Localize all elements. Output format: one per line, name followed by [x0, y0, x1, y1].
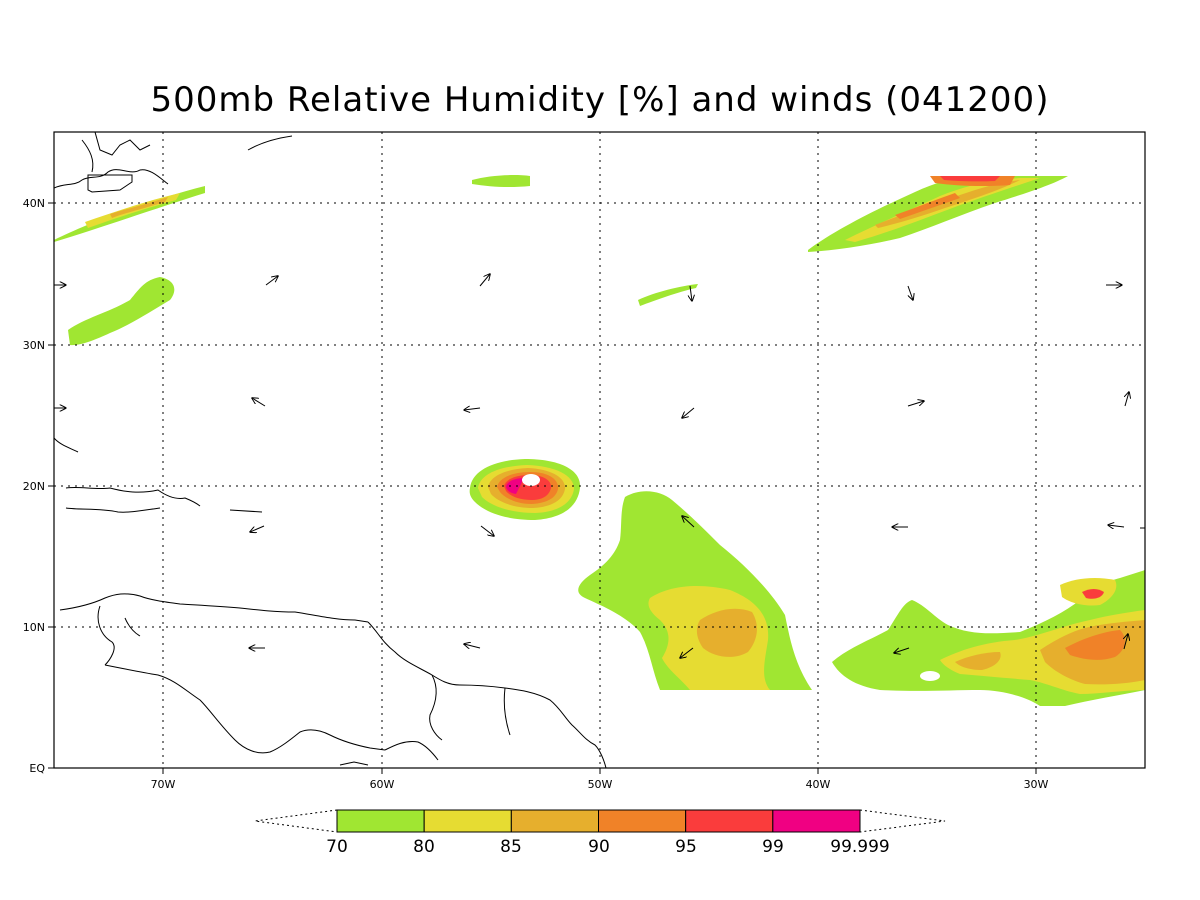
wind-arrow [682, 407, 695, 418]
wind-arrow [1125, 392, 1129, 407]
rh-region-tropical-cyclone [469, 459, 581, 520]
lat-label: 20N [23, 480, 45, 493]
rh-region-thin-streak [638, 284, 698, 306]
colorbar-swatch [336, 809, 425, 833]
colorbar-swatch [598, 809, 687, 833]
colorbar-label: 95 [675, 837, 697, 857]
wind-arrow [680, 647, 694, 658]
rh-region-small-north [472, 175, 530, 188]
lon-label: 40W [806, 778, 831, 791]
wind-arrow [907, 401, 924, 407]
colorbar-left-triangle [254, 809, 338, 833]
lat-label: EQ [29, 762, 45, 775]
wind-arrow [682, 516, 695, 528]
wind-arrow [252, 398, 266, 407]
lat-labels: 40N 30N 20N 10N EQ [23, 197, 46, 775]
colorbar-swatches [336, 809, 861, 833]
lat-label: 40N [23, 197, 45, 210]
lon-label: 30W [1024, 778, 1049, 791]
rh-region-northwest-band [54, 186, 205, 242]
humidity-shading [54, 175, 1145, 706]
lat-label: 30N [23, 339, 45, 352]
colorbar-swatch [510, 809, 600, 833]
wind-arrow [690, 285, 692, 301]
wind-arrow [480, 525, 494, 536]
rh-region-bermuda-band [68, 277, 175, 346]
wind-arrow [1124, 634, 1128, 650]
wind-arrow [907, 285, 913, 300]
wind-arrow [479, 274, 490, 287]
colorbar-label: 90 [588, 837, 610, 857]
colorbar-labels: 70 80 85 90 95 99 99.999 [326, 837, 890, 857]
map-title: 500mb Relative Humidity [%] and winds (0… [150, 80, 1050, 120]
wind-arrow [464, 644, 481, 648]
wind-arrow [250, 525, 265, 532]
lat-label: 10N [23, 621, 45, 634]
wind-arrow [894, 647, 910, 653]
colorbar-label: 99 [762, 837, 784, 857]
colorbar: 70 80 85 90 95 99 99.999 [254, 809, 946, 857]
colorbar-label: 99.999 [830, 837, 889, 857]
coastlines [54, 132, 607, 768]
colorbar-swatch [685, 809, 774, 833]
wind-arrow [1108, 525, 1125, 527]
rh-region-northeast-band [808, 176, 1068, 252]
lon-labels: 70W 60W 50W 40W 30W [151, 778, 1049, 791]
colorbar-swatch [772, 809, 861, 833]
colorbar-label: 70 [326, 837, 348, 857]
rh-region-itcz-band [832, 570, 1145, 706]
wind-arrow [464, 408, 481, 410]
wind-arrow [265, 276, 278, 286]
colorbar-swatch [423, 809, 512, 833]
lon-label: 70W [151, 778, 176, 791]
colorbar-right-triangle [859, 809, 946, 833]
lon-label: 50W [588, 778, 613, 791]
lon-label: 60W [370, 778, 395, 791]
graticule [54, 132, 1145, 768]
colorbar-label: 85 [500, 837, 522, 857]
rh-region-central-tropics [578, 491, 820, 690]
wind-vectors [54, 274, 1145, 658]
colorbar-label: 80 [413, 837, 435, 857]
